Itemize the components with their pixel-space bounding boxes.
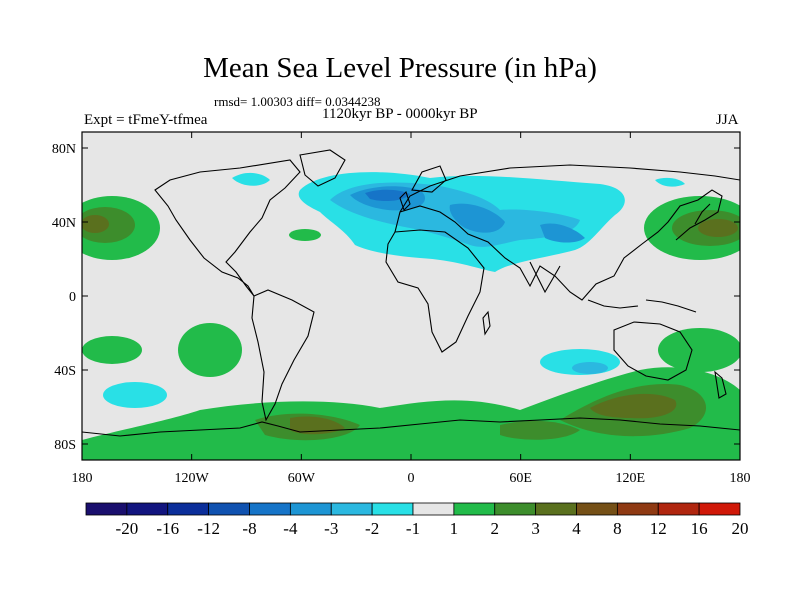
colorbar-swatch xyxy=(371,502,414,516)
colorbar-swatch xyxy=(535,502,577,516)
atlantic-positive-blob xyxy=(289,229,321,241)
experiment-label: Expt = tFmeY-tfmea xyxy=(84,112,208,128)
x-tick-label: 60E xyxy=(509,471,532,486)
colorbar-label: -3 xyxy=(324,519,338,538)
japan-coast xyxy=(694,203,711,225)
x-tick-label: 180 xyxy=(730,471,751,486)
colorbar-label: -8 xyxy=(242,519,256,538)
southern-ocean-positive-band xyxy=(82,367,740,460)
colorbar-swatch xyxy=(657,502,700,516)
colorbar-swatch xyxy=(85,502,128,516)
colorbar-label: -16 xyxy=(156,519,179,538)
season-label: JJA xyxy=(716,112,739,128)
colorbar-swatch xyxy=(208,502,250,516)
colorbar-label: 20 xyxy=(732,519,749,538)
x-tick-label: 120W xyxy=(175,471,210,486)
indonesia-coast xyxy=(587,299,697,313)
colorbar-swatch xyxy=(453,502,496,516)
anomaly-field xyxy=(82,172,740,460)
colorbar-swatch xyxy=(412,502,455,516)
eurasia-level4 xyxy=(365,189,410,202)
y-tick-label: 40S xyxy=(54,364,76,379)
colorbar-label: 4 xyxy=(572,519,581,538)
period-label: 1120kyr BP - 0000kyr BP xyxy=(322,106,478,122)
colorbar-swatch xyxy=(289,502,332,516)
colorbar-swatch xyxy=(576,502,618,516)
x-axis: 180 120W 60W 0 60E 120E 180 xyxy=(72,132,751,486)
africa-coast xyxy=(385,229,485,353)
y-tick-label: 0 xyxy=(69,290,76,305)
eurasia-coast xyxy=(394,164,740,301)
southern-ocean-level3-mid xyxy=(500,420,580,440)
colorbar-swatch xyxy=(698,502,741,516)
north-america-coast xyxy=(154,159,301,297)
southern-ocean-level4-east xyxy=(590,393,677,419)
colorbar-label: 16 xyxy=(691,519,708,538)
colorbar-label: -1 xyxy=(406,519,420,538)
southwest-pacific-positive-blob xyxy=(82,336,142,364)
north-pacific-east-level4 xyxy=(82,215,109,233)
central-asia-level3 xyxy=(540,223,585,243)
pacific-small-negative xyxy=(655,177,685,187)
colorbar-swatch xyxy=(126,502,169,516)
madagascar-coast xyxy=(482,310,491,336)
scandinavia-coast xyxy=(411,165,447,193)
southern-ocean-level4-west xyxy=(290,416,345,435)
colorbar-label: -12 xyxy=(197,519,220,538)
south-indian-negative-blob-2 xyxy=(572,362,608,374)
y-tick-label: 80S xyxy=(54,438,76,453)
x-tick-label: 0 xyxy=(408,471,415,486)
y-tick-label: 80N xyxy=(52,142,76,157)
colorbar-label: 8 xyxy=(613,519,622,538)
colorbar-swatch xyxy=(167,502,210,516)
y-tick-label: 40N xyxy=(52,216,76,231)
x-tick-label: 120E xyxy=(616,471,646,486)
south-america-coast xyxy=(251,289,315,422)
greenland-coast xyxy=(299,149,346,187)
tasman-positive-blob xyxy=(658,328,740,372)
colorbar-label: 1 xyxy=(450,519,459,538)
colorbar: -20 -16 -12 -8 -4 -3 -2 -1 1 2 3 4 8 12 16 20 xyxy=(85,502,749,538)
europe-level3 xyxy=(449,203,505,233)
colorbar-swatch xyxy=(494,502,537,516)
x-tick-label: 180 xyxy=(72,471,93,486)
australia-coast xyxy=(613,321,693,381)
colorbar-label: 12 xyxy=(650,519,667,538)
south-pacific-positive-blob xyxy=(178,323,242,377)
new-zealand-coast xyxy=(714,370,727,399)
coastlines xyxy=(82,149,740,437)
y-axis: 80N 40N 0 40S 80S xyxy=(52,142,740,453)
india-coast xyxy=(529,261,561,294)
antarctica-coast xyxy=(82,417,740,437)
south-pacific-negative-blob xyxy=(103,382,167,408)
page-title: Mean Sea Level Pressure (in hPa) xyxy=(203,52,597,84)
north-pacific-west-level4 xyxy=(698,219,738,237)
colorbar-label: -4 xyxy=(283,519,298,538)
x-tick-label: 60W xyxy=(288,471,316,486)
colorbar-label: 2 xyxy=(491,519,500,538)
stats-label: rmsd= 1.00303 diff= 0.0344238 xyxy=(214,94,381,109)
colorbar-label: -2 xyxy=(365,519,379,538)
colorbar-label: -20 xyxy=(116,519,139,538)
colorbar-swatch xyxy=(330,502,373,516)
colorbar-label: 3 xyxy=(531,519,540,538)
colorbar-swatch xyxy=(249,502,291,516)
uk-coast xyxy=(399,190,411,212)
colorbar-swatch xyxy=(616,502,659,516)
arctic-negative-blob xyxy=(232,172,270,186)
